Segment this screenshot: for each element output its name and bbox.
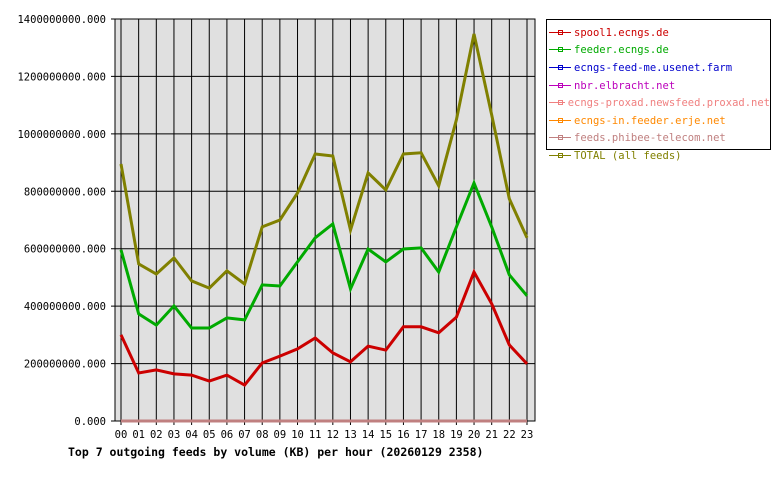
x-tick-label: 21 <box>485 429 498 441</box>
legend-line-icon <box>549 133 571 143</box>
chart-legend: spool1.ecngs.de feeder.ecngs.de ecngs-fe… <box>546 19 771 162</box>
series-line <box>119 268 529 388</box>
x-tick-label: 18 <box>432 429 445 441</box>
legend-label: nbr.elbracht.net <box>574 79 676 92</box>
x-tick-label: 14 <box>362 429 375 441</box>
legend-item: feeder.ecngs.de <box>547 42 770 60</box>
series-line <box>119 178 529 330</box>
x-tick-label: 06 <box>221 429 234 441</box>
chart-title: Top 7 outgoing feeds by volume (KB) per … <box>68 445 484 459</box>
x-tick-label: 22 <box>503 429 516 441</box>
x-tick-label: 00 <box>115 429 128 441</box>
legend-line-icon <box>549 63 571 73</box>
x-tick-label: 11 <box>309 429 322 441</box>
plot-area <box>114 18 536 422</box>
y-tick-label: 200000000.000 <box>24 359 106 371</box>
x-tick-label: 04 <box>185 429 198 441</box>
x-tick-label: 23 <box>521 429 534 441</box>
x-tick-label: 20 <box>468 429 481 441</box>
legend-item: nbr.elbracht.net <box>547 77 770 95</box>
legend-item: TOTAL (all feeds) <box>547 147 770 165</box>
x-tick-label: 08 <box>256 429 269 441</box>
y-tick-label: 1400000000.000 <box>17 14 106 26</box>
y-tick-label: 1000000000.000 <box>17 129 106 141</box>
legend-line-icon <box>549 81 571 91</box>
x-tick-label: 13 <box>344 429 357 441</box>
legend-item: ecngs-in.feeder.erje.net <box>547 112 770 130</box>
y-tick-label: 600000000.000 <box>24 244 106 256</box>
x-tick-label: 12 <box>326 429 339 441</box>
x-tick-label: 16 <box>397 429 410 441</box>
x-tick-label: 07 <box>238 429 251 441</box>
legend-item: spool1.ecngs.de <box>547 24 770 42</box>
x-tick-label: 05 <box>203 429 216 441</box>
y-tick-label: 400000000.000 <box>24 301 106 313</box>
legend-item: feeds.phibee-telecom.net <box>547 130 770 148</box>
x-tick-label: 10 <box>291 429 304 441</box>
y-tick-label: 0.000 <box>74 416 106 428</box>
x-tick-label: 03 <box>168 429 181 441</box>
legend-line-icon <box>549 98 565 108</box>
x-tick-label: 09 <box>274 429 287 441</box>
legend-line-icon <box>549 116 571 126</box>
legend-line-icon <box>549 151 571 161</box>
legend-line-icon <box>549 28 571 38</box>
series-line <box>119 33 529 290</box>
legend-label: feeder.ecngs.de <box>574 44 669 57</box>
x-tick-label: 15 <box>379 429 392 441</box>
x-tick-label: 19 <box>450 429 463 441</box>
legend-label: TOTAL (all feeds) <box>574 149 682 162</box>
y-tick-label: 800000000.000 <box>24 186 106 198</box>
y-tick-label: 1200000000.000 <box>17 71 106 83</box>
legend-label: ecngs-in.feeder.erje.net <box>574 114 726 127</box>
legend-label: ecngs-feed-me.usenet.farm <box>574 61 733 74</box>
x-tick-label: 02 <box>150 429 163 441</box>
legend-line-icon <box>549 45 571 55</box>
legend-item: ecngs-proxad.newsfeed.proxad.net <box>547 94 770 112</box>
legend-label: ecngs-proxad.newsfeed.proxad.net <box>567 97 770 110</box>
x-tick-label: 01 <box>132 429 145 441</box>
legend-item: ecngs-feed-me.usenet.farm <box>547 59 770 77</box>
legend-label: spool1.ecngs.de <box>574 26 669 39</box>
legend-label: feeds.phibee-telecom.net <box>574 132 726 145</box>
x-tick-label: 17 <box>415 429 428 441</box>
